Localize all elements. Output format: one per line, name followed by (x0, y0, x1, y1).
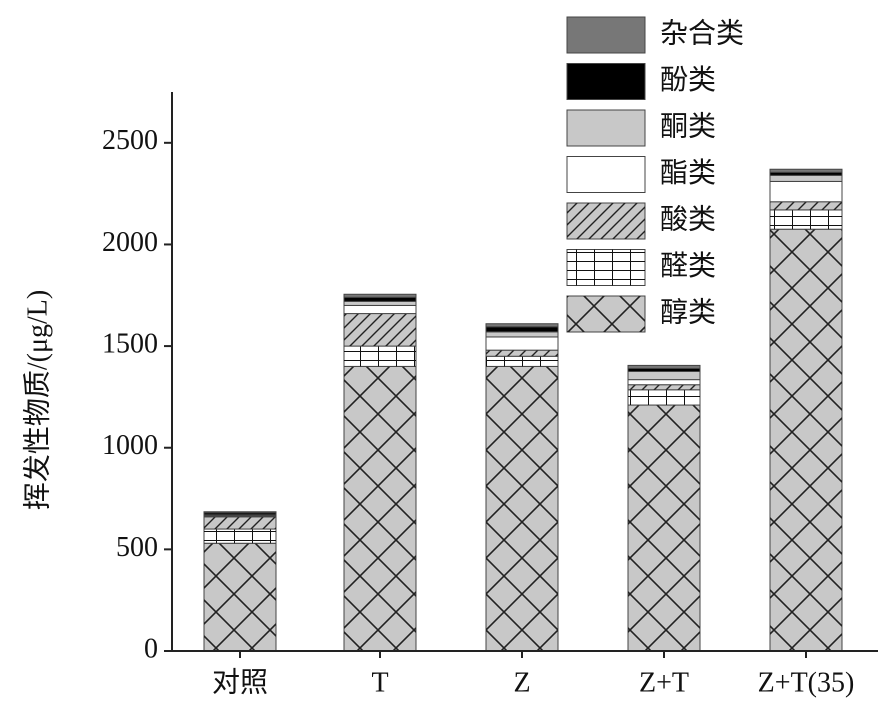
legend-label: 酮类 (660, 110, 716, 142)
legend-label: 酯类 (660, 157, 716, 189)
x-tick-label: Z+T(35) (758, 667, 855, 698)
bar-segment (770, 181, 842, 201)
bar-segment (486, 324, 558, 327)
bar-segment-hatch (204, 543, 276, 651)
bar-segment-hatch (486, 366, 558, 651)
bar-segment-hatch (344, 314, 416, 347)
bar-segment-hatch (628, 390, 700, 405)
bar-segment (344, 297, 416, 301)
bar-segment (628, 372, 700, 380)
legend-swatch-hatch (567, 250, 645, 286)
y-tick-label: 2500 (102, 125, 158, 156)
bar-segment (344, 301, 416, 305)
bar-segment (486, 337, 558, 350)
y-tick-label: 1000 (102, 430, 158, 461)
y-tick-label: 500 (116, 532, 158, 563)
bar-segment (486, 327, 558, 332)
bar-segment-hatch (628, 405, 700, 651)
y-tick-label: 0 (144, 633, 158, 664)
legend-label: 醇类 (660, 296, 716, 328)
y-tick-label: 2000 (102, 227, 158, 258)
bar-segment-hatch (204, 529, 276, 543)
bar-segment (344, 294, 416, 297)
legend-label: 酚类 (660, 64, 716, 96)
bar-segment-hatch (628, 385, 700, 390)
legend-label: 杂合类 (660, 17, 744, 49)
bar-segment (204, 512, 276, 513)
bar-segment-hatch (204, 517, 276, 529)
legend-swatch (567, 64, 645, 100)
bar-segment-hatch (344, 366, 416, 651)
bar-segment (628, 380, 700, 385)
bar-segment (770, 169, 842, 172)
bar-segment-hatch (486, 356, 558, 366)
bar-segment-hatch (770, 202, 842, 210)
legend-label: 醛类 (660, 250, 716, 282)
legend-label: 酸类 (660, 203, 716, 235)
y-axis-label: 挥发性物质/(μg/L) (21, 290, 53, 510)
chart: 挥发性物质/(μg/L) 0 500 1000 1500 2000 2500 对照 T Z Z+T… (0, 0, 893, 719)
x-tick-label: Z+T (639, 667, 689, 698)
legend-swatch (567, 17, 645, 53)
bar-segment (486, 332, 558, 337)
legend-swatch (567, 110, 645, 146)
x-tick-label: 对照 (212, 666, 268, 698)
bar-segment (628, 365, 700, 368)
y-tick-label: 1500 (102, 329, 158, 360)
bar-segment-hatch (770, 210, 842, 229)
bar-segment-hatch (486, 350, 558, 356)
bar-segment-hatch (344, 346, 416, 366)
x-tick-label: T (371, 667, 388, 698)
bar-segment (344, 305, 416, 313)
bar-segment-hatch (770, 229, 842, 651)
legend-swatch (567, 157, 645, 193)
bar-segment (770, 175, 842, 181)
x-tick-label: Z (513, 667, 530, 698)
legend-swatch-hatch (567, 203, 645, 239)
legend-swatch-hatch (567, 296, 645, 332)
